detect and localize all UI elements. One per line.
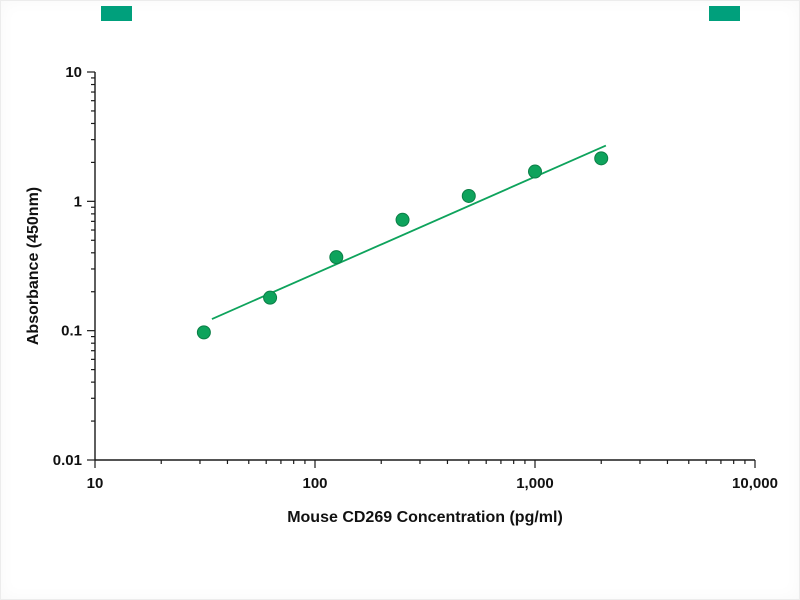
data-point: [461, 188, 476, 203]
x-tick-label: 100: [302, 475, 327, 492]
y-tick-label: 0.01: [53, 452, 82, 469]
data-point: [594, 151, 609, 166]
data-point: [196, 325, 211, 340]
x-tick-label: 10: [87, 475, 104, 492]
y-tick-label: 0.1: [61, 323, 82, 340]
x-tick-label: 10,000: [732, 475, 778, 492]
chart-plot-area: 10 100 1,000 10,000 0.01 0.1 1 10: [53, 64, 778, 492]
data-point: [263, 290, 278, 305]
corner-badge-left: [101, 6, 132, 21]
y-tick-label: 1: [74, 193, 82, 210]
data-point: [329, 250, 344, 265]
y-axis-title: Absorbance (450nm): [25, 187, 42, 345]
x-tick-label: 1,000: [516, 475, 554, 492]
y-tick-label: 10: [65, 64, 82, 81]
corner-badge-right: [709, 6, 740, 21]
data-point: [395, 212, 410, 227]
x-axis-title: Mouse CD269 Concentration (pg/ml): [287, 509, 563, 526]
data-point: [528, 164, 542, 179]
